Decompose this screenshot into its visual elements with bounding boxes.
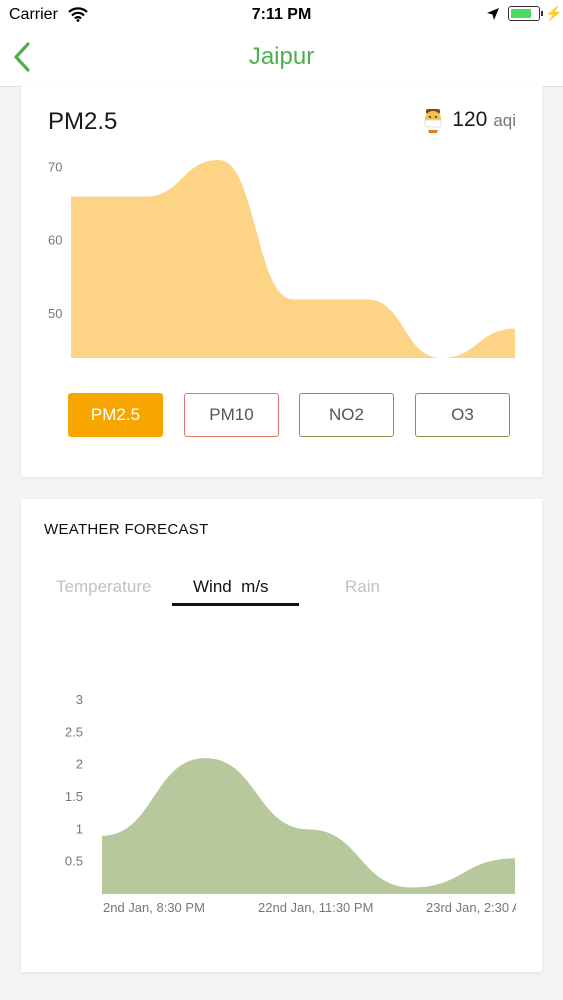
pollutant-selector: PM2.5 PM10 NO2 O3 [68,393,516,437]
y-tick-label: 3 [76,692,83,707]
pm25-button[interactable]: PM2.5 [68,393,163,437]
location-arrow-icon [487,8,499,20]
active-tab-indicator [172,603,299,606]
wind-area-chart: 0.5 1 1.5 2 2.5 3 2nd Jan, 8:30 PM 22nd Jan, 11… [65,692,532,915]
y-tick-label: 2 [76,757,83,772]
o3-button[interactable]: O3 [415,393,510,437]
tab-temperature[interactable]: Temperature [56,577,152,596]
y-tick-label: 1 [76,821,83,836]
pm25-area-chart: 50 60 70 [48,159,515,358]
battery-icon [508,6,540,21]
nav-bar: Jaipur [0,30,563,87]
aqi-card: PM2.5 120 aqi 50 60 70 PM2.5 PM10 NO2 O3 [21,86,542,477]
area-series [71,160,515,358]
carrier-label: Carrier [9,6,58,23]
y-tick-label: 70 [48,159,62,174]
aqi-unit: aqi [493,111,516,130]
y-tick-label: 0.5 [65,854,83,869]
tab-wind[interactable]: Wind m/s [193,577,269,596]
y-tick-label: 50 [48,306,62,321]
page-title: Jaipur [248,43,315,70]
mask-face-icon [424,109,442,133]
no2-button[interactable]: NO2 [299,393,394,437]
aqi-indicator: 120 aqi [422,108,516,134]
wifi-icon [68,7,88,22]
x-tick-label: 23rd Jan, 2:30 AM [426,900,532,915]
y-tick-label: 60 [48,233,62,248]
weather-forecast-title: WEATHER FORECAST [44,521,209,538]
weather-forecast-card: WEATHER FORECAST Temperature Wind m/s Ra… [21,499,542,972]
aqi-value: 120 [452,108,488,131]
pm10-button[interactable]: PM10 [184,393,279,437]
area-series [102,758,515,894]
charging-bolt-icon: ⚡ [545,5,563,21]
y-tick-label: 2.5 [65,724,83,739]
status-bar: Carrier 7:11 PM ⚡ [0,0,563,30]
x-tick-label: 22nd Jan, 11:30 PM [258,900,373,915]
x-tick-label: 2nd Jan, 8:30 PM [103,900,205,915]
pollutant-title: PM2.5 [48,108,118,135]
status-time: 7:11 PM [251,6,312,23]
tab-rain[interactable]: Rain [345,577,380,596]
back-chevron-icon[interactable] [10,40,40,74]
y-tick-label: 1.5 [65,789,83,804]
